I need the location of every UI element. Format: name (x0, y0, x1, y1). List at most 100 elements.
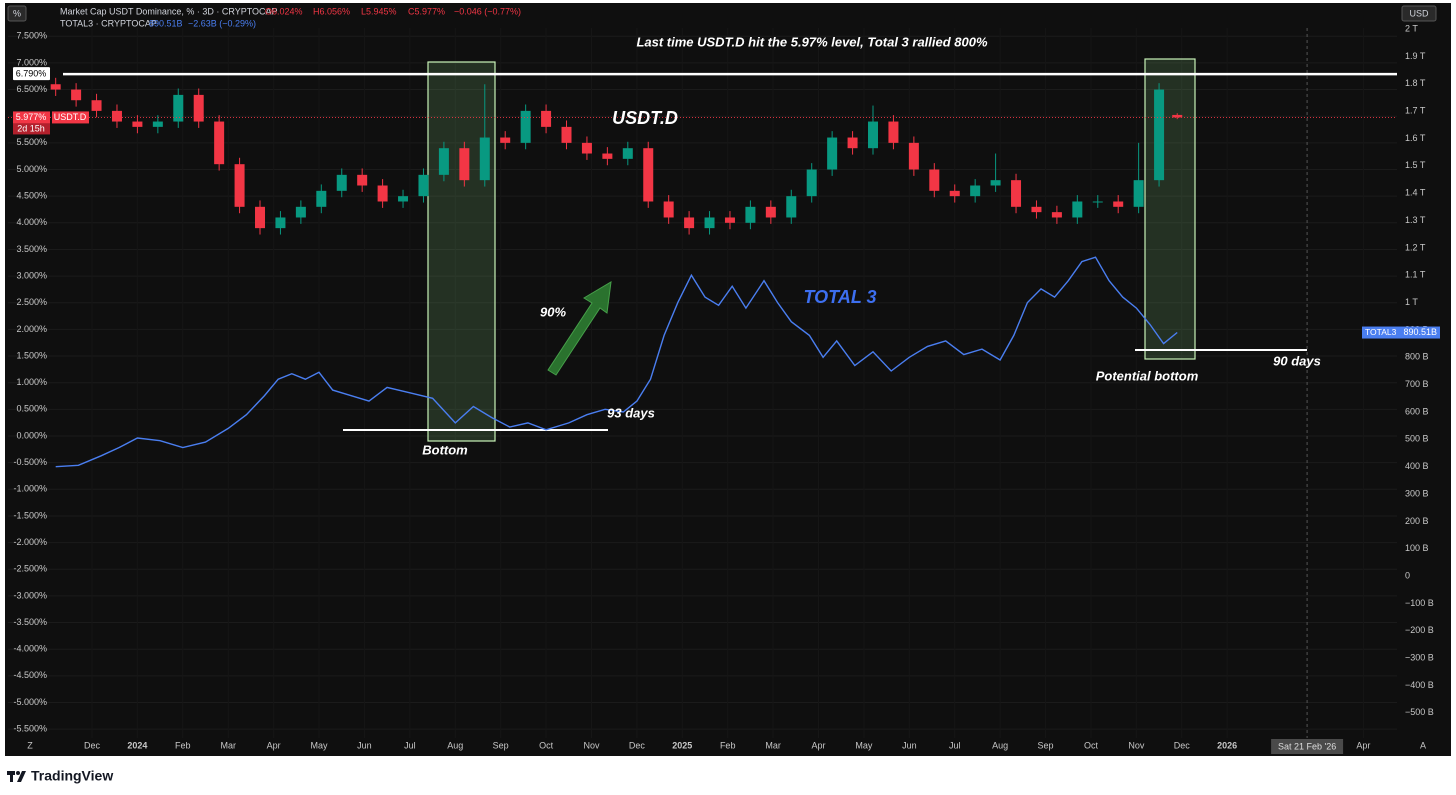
candle-body (418, 174, 429, 197)
candle-body (786, 196, 797, 218)
y-tick-label: -4.500% (13, 670, 47, 680)
y2-tick-label: 1.6 T (1405, 133, 1426, 143)
candle-body (520, 110, 531, 143)
candle-body (316, 190, 327, 207)
x-tick-label: Feb (175, 740, 191, 750)
candle-body (765, 206, 776, 218)
grid (8, 28, 1397, 738)
corner-button[interactable]: A (1420, 740, 1426, 750)
y-tick-label: -3.000% (13, 590, 47, 600)
plot (8, 72, 1397, 468)
candle-body (91, 100, 102, 111)
candle-body (1154, 89, 1165, 181)
annotation-days: 93 days (607, 405, 655, 420)
annotation-potential-bottom: Potential bottom (1096, 368, 1199, 383)
y2-tick-label: 700 B (1405, 379, 1429, 389)
x-tick-label: Aug (447, 740, 463, 750)
left-unit: % (13, 8, 21, 18)
y2-tick-label: −300 B (1405, 653, 1434, 663)
highlight-box (427, 61, 496, 442)
candle-body (908, 142, 919, 170)
left-unit-button[interactable] (7, 5, 27, 22)
y2-tick-label: 600 B (1405, 406, 1429, 416)
x-tick-label: 2025 (672, 740, 692, 750)
y-tick-label: 5.500% (16, 137, 47, 147)
candle-body (459, 148, 470, 181)
candle-body (622, 148, 633, 159)
candle-body (1011, 180, 1022, 207)
y-tick-label: -3.500% (13, 617, 47, 627)
y2-tick-label: 1.3 T (1405, 215, 1426, 225)
y-tick-label: -5.500% (13, 724, 47, 734)
usdt-low: L5.945% (361, 6, 397, 16)
y2-tick-label: 2 T (1405, 23, 1418, 33)
x-tick-label: May (311, 740, 329, 750)
candle-body (581, 142, 592, 154)
total3-symbol: TOTAL3 · CRYPTOCAP (60, 18, 157, 28)
candle-body (888, 121, 899, 143)
x-tick-label: Jul (404, 740, 416, 750)
y2-tick-label: 1.8 T (1405, 78, 1426, 88)
candle-body (847, 137, 858, 149)
candle-body (111, 110, 122, 122)
right-unit-button[interactable] (1401, 5, 1437, 22)
y2-tick-label: 200 B (1405, 516, 1429, 526)
brand-logo (7, 771, 26, 782)
series-tag-box (1362, 326, 1440, 339)
y2-tick-label: 1 T (1405, 297, 1418, 307)
y-tick-label: 5.000% (16, 164, 47, 174)
usdt-symbol: Market Cap USDT Dominance, % · 3D · CRYP… (60, 6, 278, 16)
y-tick-label: -4.000% (13, 644, 47, 654)
candle-body (398, 196, 409, 202)
x-tick-label: Mar (765, 740, 781, 750)
x-tick-label: Jun (357, 740, 372, 750)
y-tick-label: -1.000% (13, 484, 47, 494)
y-tick-label: 0.000% (16, 430, 47, 440)
usdt-high: H6.056% (313, 6, 350, 16)
y2-tick-label: 800 B (1405, 352, 1429, 362)
cursor-label: Sat 21 Feb '26 (1278, 741, 1336, 751)
candle-body (704, 217, 715, 229)
countdown: 2d 15h (17, 123, 45, 133)
highlight-box (1144, 58, 1196, 360)
x-tick-label: Dec (629, 740, 646, 750)
y-tick-label: 4.500% (16, 191, 47, 201)
candle-body (132, 121, 143, 127)
logo-part (16, 771, 20, 775)
total3-value: 890.51B (149, 18, 183, 28)
candle-body (929, 169, 940, 191)
candle-body (1031, 206, 1042, 213)
candle-body (827, 137, 838, 170)
x-tick-label: Feb (720, 740, 736, 750)
y2-tick-label: −200 B (1405, 625, 1434, 635)
candle-body (71, 89, 82, 101)
brand: TradingView (31, 768, 113, 784)
series-tag: TOTAL3 (1365, 327, 1397, 337)
y-tick-label: -5.000% (13, 697, 47, 707)
logo-part (10, 771, 13, 782)
usdt-open: O6.024% (265, 6, 303, 16)
x-tick-label: Apr (267, 740, 281, 750)
candle-body (602, 153, 613, 159)
candle-body (1092, 201, 1103, 203)
candle-body (745, 206, 756, 223)
corner-button[interactable]: Z (27, 740, 33, 750)
candle-body (152, 121, 163, 127)
y-tick-label: -0.500% (13, 457, 47, 467)
y2-tick-label: 300 B (1405, 488, 1429, 498)
candle-body (438, 148, 449, 175)
x-tick-label: Nov (583, 740, 600, 750)
x-tick-label: Oct (1084, 740, 1099, 750)
y-tick-label: -2.500% (13, 564, 47, 574)
y-tick-label: 1.500% (16, 350, 47, 360)
x-tick-label: Nov (1128, 740, 1145, 750)
x-tick-label: Dec (1174, 740, 1191, 750)
candle-body (377, 185, 388, 202)
candle-body (500, 137, 511, 143)
candle-body (275, 217, 286, 229)
candle-body (541, 110, 552, 127)
y2-tick-label: 1.5 T (1405, 160, 1426, 170)
x-tick-label: Jun (902, 740, 917, 750)
y2-tick-label: −100 B (1405, 598, 1434, 608)
candle-body (295, 206, 306, 218)
